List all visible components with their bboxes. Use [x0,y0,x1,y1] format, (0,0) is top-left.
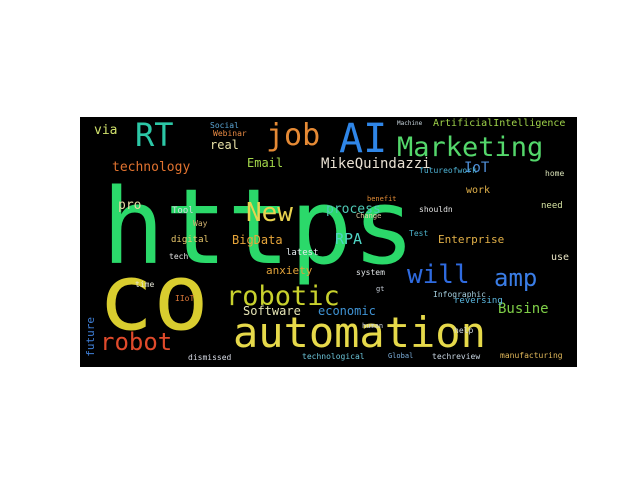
word-marketing: Marketing [397,132,544,163]
word-rt: RT [135,117,174,154]
word-rpa: RPA [335,230,363,248]
word-machine: Machine [397,120,423,127]
word-human: human [362,322,384,330]
word-bigdata: BigData [232,233,283,247]
word-test: Test [409,229,429,238]
word-shouldn: shouldn [419,205,453,214]
word-digital: digital [171,235,209,245]
word-https: https [102,166,416,288]
word-anxiety: anxiety [266,264,313,277]
word-gt: gt [376,285,385,293]
word-work: work [466,185,491,196]
word-new: New [246,198,293,228]
word-future: future [84,317,97,357]
word-real: real [210,138,239,152]
word-technology: technology [112,160,191,175]
word-email: Email [247,156,284,170]
word-technological: technological [302,352,365,361]
word-help: help [454,326,474,335]
word-economic: economic [318,304,376,318]
word-ai: AI [339,117,388,162]
word-cloud: https co AI automation Marketing RT job … [80,117,577,367]
word-will: will [407,260,470,290]
word-tech: tech [169,252,189,261]
word-manufacturing: manufacturing [500,351,563,360]
word-robot: robot [100,328,173,356]
word-reversing: reversing [454,296,503,306]
word-benefit: benefit [367,195,397,203]
word-time: time [135,280,155,289]
word-co: co [98,244,209,351]
word-futureofwork: futureofwork [419,166,477,175]
word-system: system [356,268,385,277]
word-enterprise: Enterprise [438,233,505,246]
word-way: Way [193,219,208,228]
word-infographic: Infographic [433,290,486,299]
word-latest: latest [286,248,319,258]
word-iot: IoT [464,160,490,176]
word-process: process [326,202,381,217]
word-job: job [266,118,321,153]
word-webinar: Webinar [213,129,247,138]
word-pro: pro [118,198,142,213]
word-via: via [94,123,118,138]
word-dismissed: dismissed [188,353,232,362]
word-iiot: IIoT [175,294,195,303]
word-social: Social [210,121,239,130]
word-automation: automation [233,308,486,357]
word-amp: amp [494,264,538,292]
word-robotic: robotic [226,281,340,312]
word-global: Global [388,352,414,360]
word-software: Software [243,304,301,318]
word-mikequindazzi: MikeQuindazzi [321,156,431,172]
word-techreview: techreview [432,352,481,361]
word-use: use [551,252,570,263]
word-artificialintelligence: ArtificialIntelligence [433,118,566,129]
word-tool: Tool [172,206,194,216]
word-need: need [541,201,563,211]
word-busine: Busine [498,301,549,317]
word-home: home [545,169,565,178]
word-change: Change [356,212,382,220]
